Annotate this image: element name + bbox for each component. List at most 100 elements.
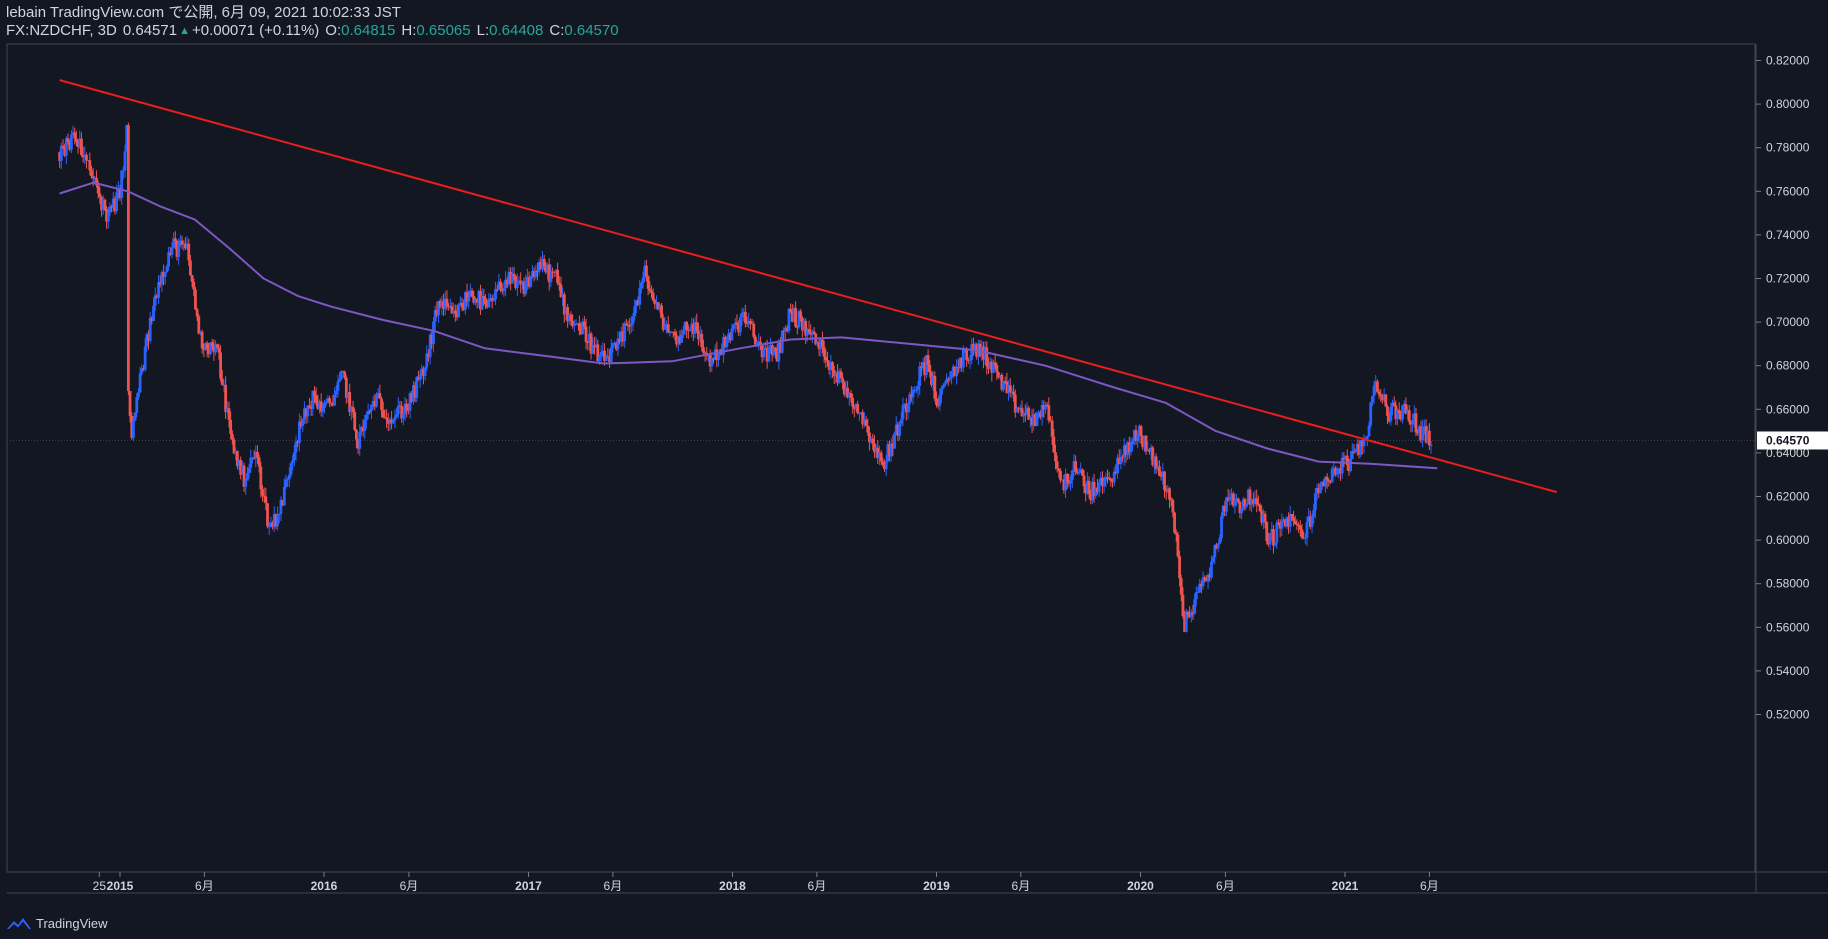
candle-body [1263,513,1267,522]
close-label: C: [549,22,565,39]
candle-body [512,273,516,277]
candle-body [106,212,110,222]
candle-body [1424,426,1428,443]
candle-body [712,358,715,360]
candle-body [152,305,155,321]
candle-body [733,322,737,325]
time-axis[interactable]: 25 2015 6月 2016 6月 2017 6月 2018 6月 2019 6月 2020 6月 20… [93,872,1439,893]
candle-body [1032,414,1036,426]
candle-body [923,362,927,376]
candle-body [678,336,682,343]
candle-body [291,460,295,464]
y-tick-label: 0.60000 [1766,533,1810,547]
candle-body [787,308,791,331]
candle-body [1422,426,1426,428]
candle-body [1241,499,1245,510]
candle-body [670,331,673,333]
candle-body [1369,402,1373,426]
candle-body [1250,499,1254,505]
candle-body [78,138,82,148]
candle-body [1397,409,1401,414]
candle-body [1070,470,1074,481]
candle-body [717,354,720,360]
candle-body [1101,477,1104,487]
candle-body [1017,408,1021,410]
candle-body [363,420,367,431]
candle-body [755,342,759,345]
candle-body [849,393,853,398]
tradingview-logo-icon[interactable] [6,915,32,931]
candle-body [500,288,504,292]
candle-body [334,390,338,395]
price-axis[interactable]: 0.82000 0.80000 0.78000 0.76000 0.74000 0.720… [1756,54,1828,722]
candle-body [757,341,761,343]
candle-body [844,387,848,395]
candle-body [235,451,239,466]
candle-body [1235,498,1238,501]
candle-body [775,351,779,362]
candle-body [1154,456,1158,470]
candle-body [1173,512,1176,533]
candle-body [204,343,207,350]
candle-body [919,366,923,368]
candle-body [777,342,781,362]
candle-body [1127,442,1131,453]
candle-body [1007,385,1010,394]
candle-body [1027,407,1031,420]
candle-body [73,132,77,139]
candle-body [1345,455,1349,465]
candle-body [1218,538,1222,544]
candle-body [1161,471,1165,477]
moving-average-line [59,181,1438,470]
candle-body [760,345,764,358]
candle-body [935,398,938,405]
candle-body [453,310,457,314]
candle-body [316,402,320,409]
candle-body [96,185,100,194]
candle-body [1111,480,1114,483]
candle-body [252,457,256,459]
candle-body [299,421,303,427]
candle-body [100,196,103,211]
candle-body [86,160,90,162]
candle-body [824,356,828,361]
candle-body [859,412,863,414]
candle-body [1381,396,1384,401]
trendline[interactable] [59,79,1558,494]
candle-body [541,258,544,270]
candle-body [1090,481,1094,501]
candle-body [1402,403,1406,406]
candle-body [997,372,1000,378]
candle-body [728,333,732,341]
candle-body [519,280,523,285]
brand-label[interactable]: TradingView [36,915,108,931]
candle-body [715,349,719,360]
candle-body [596,344,600,362]
candle-body [413,384,417,398]
candle-body [1260,510,1264,523]
candle-body [676,336,680,345]
candle-body [420,368,424,375]
up-arrow-icon: ▲ [179,25,190,37]
candle-body [217,347,221,353]
candle-body [417,376,420,381]
candle-body [583,321,586,327]
candle-body [854,404,858,409]
candle-body [388,419,392,424]
candle-body [866,425,870,433]
candle-body [430,334,434,345]
candle-body [401,414,405,419]
candle-body [549,271,553,283]
candle-body [690,323,694,331]
candle-body [603,350,606,362]
candle-body [287,474,291,480]
candle-body [375,394,378,407]
candle-body [266,503,269,527]
candle-body [385,417,388,420]
candle-body [640,283,643,289]
candle-body [628,325,632,327]
candle-body [723,336,727,347]
candle-body [1189,612,1193,617]
candle-body [150,317,154,321]
